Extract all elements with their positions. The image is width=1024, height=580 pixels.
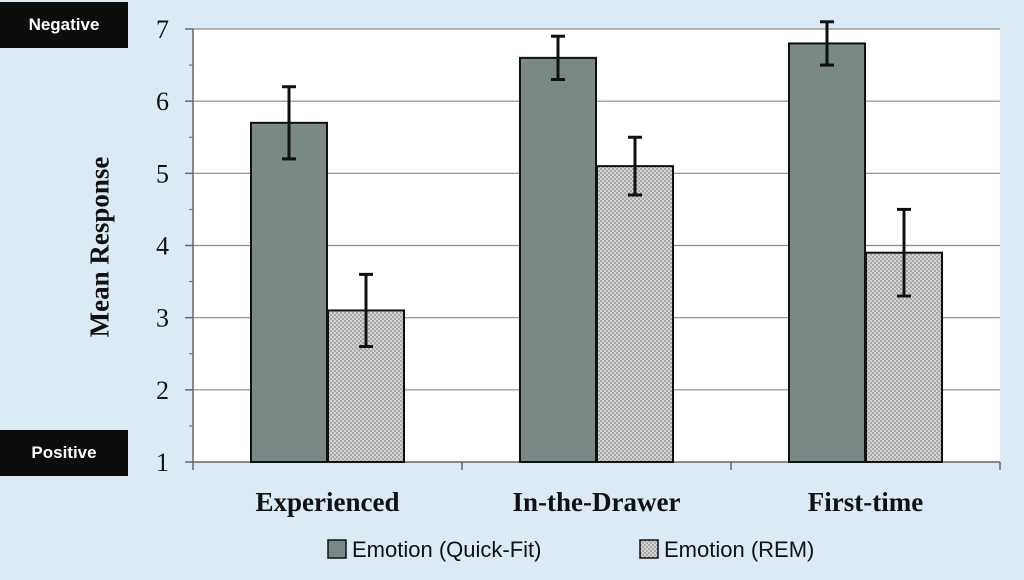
bar-rem xyxy=(596,165,674,463)
negative-badge: Negative xyxy=(0,2,128,48)
positive-badge: Positive xyxy=(0,430,128,476)
bar-quick-fit xyxy=(519,56,597,463)
bar-rem xyxy=(865,251,943,463)
legend-swatch-quick-fit xyxy=(327,539,347,559)
y-tick-label: 6 xyxy=(156,87,169,116)
x-tick-label: First-time xyxy=(808,487,923,517)
x-tick-label: Experienced xyxy=(256,487,400,517)
legend-label-quick-fit: Emotion (Quick-Fit) xyxy=(352,537,541,562)
bar-rem xyxy=(327,309,405,464)
x-tick-label: In-the-Drawer xyxy=(513,487,681,517)
y-tick-label: 3 xyxy=(156,304,169,333)
y-tick-label: 4 xyxy=(156,232,169,261)
legend-label-rem: Emotion (REM) xyxy=(664,537,814,562)
legend-swatch-rem xyxy=(639,539,659,559)
bar-quick-fit xyxy=(250,121,328,463)
y-tick-label: 7 xyxy=(156,15,169,44)
y-tick-label: 1 xyxy=(156,448,169,477)
y-tick-label: 2 xyxy=(156,376,169,405)
y-tick-label: 5 xyxy=(156,159,169,188)
bar-quick-fit xyxy=(788,42,866,464)
